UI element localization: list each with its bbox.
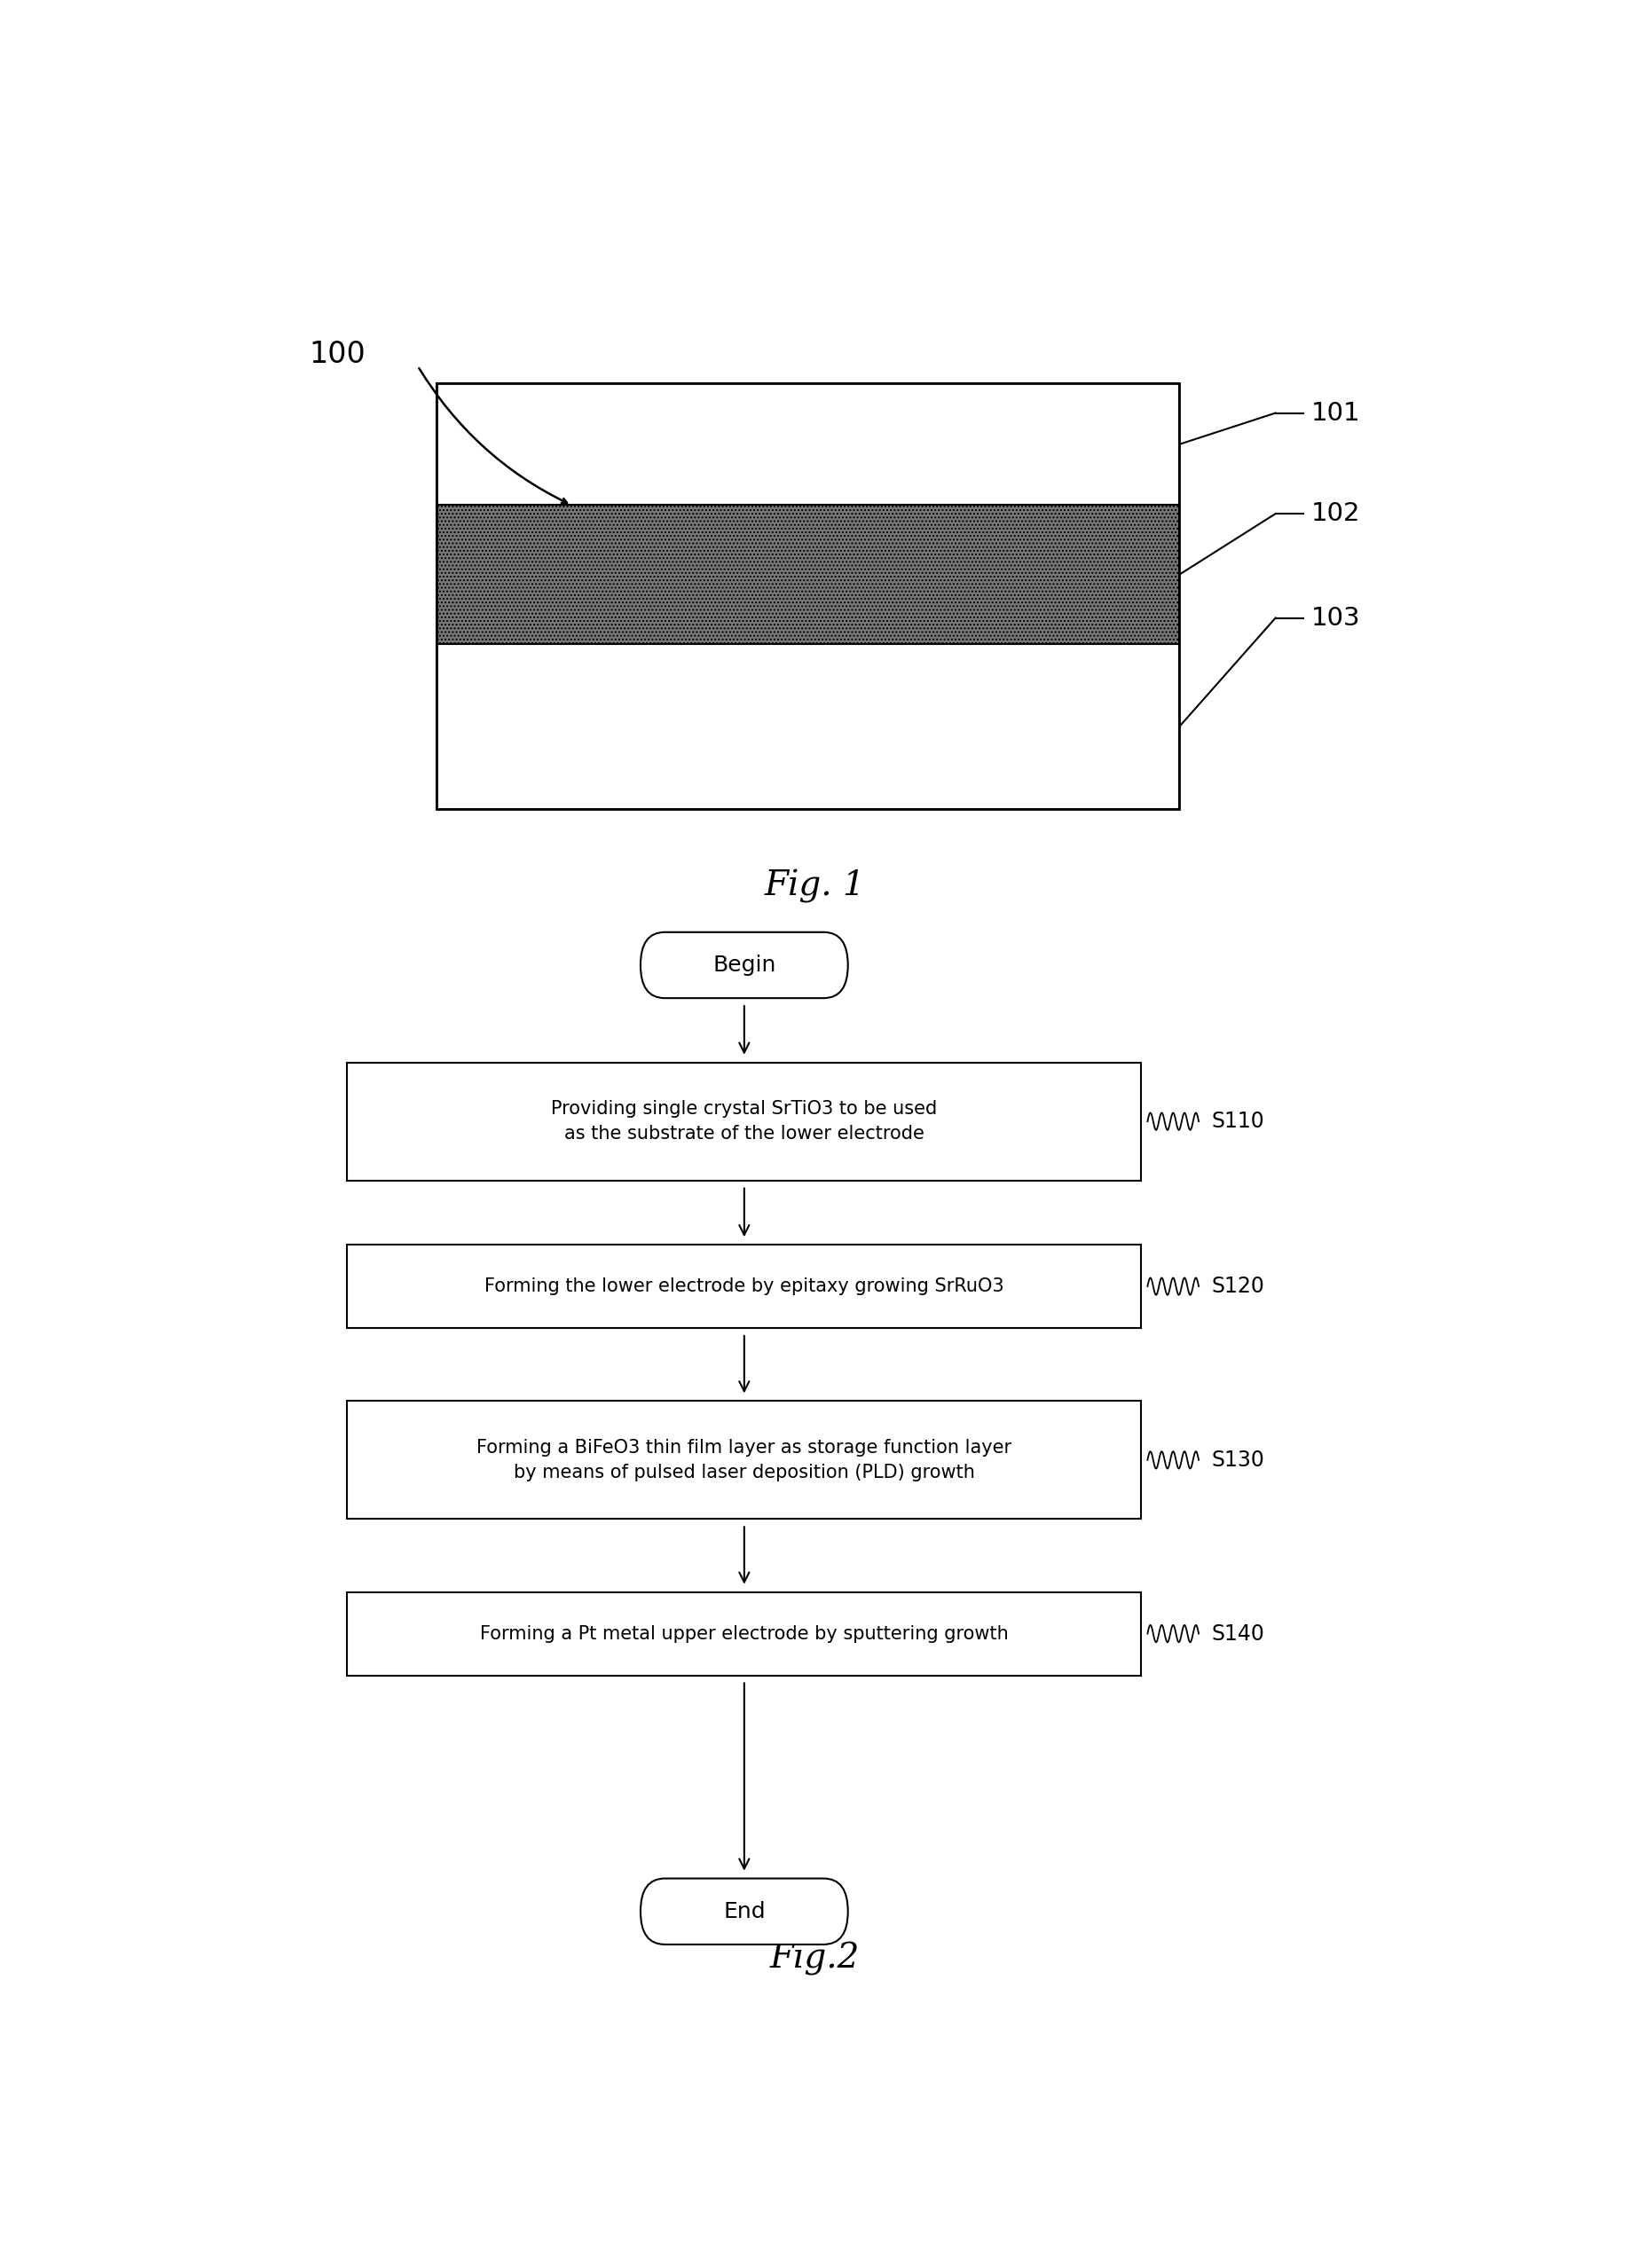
Text: Fig. 1: Fig. 1 — [765, 870, 866, 904]
Bar — [347, 1592, 1142, 1675]
Text: 101: 101 — [1312, 401, 1361, 426]
Text: S120: S120 — [1211, 1276, 1265, 1297]
Text: Forming the lower electrode by epitaxy growing SrRuO3: Forming the lower electrode by epitaxy g… — [484, 1279, 1004, 1294]
Text: Providing single crystal SrTiO3 to be used
as the substrate of the lower electro: Providing single crystal SrTiO3 to be us… — [552, 1100, 937, 1143]
FancyBboxPatch shape — [641, 1878, 847, 1944]
Bar — [436, 645, 1180, 810]
Text: 102: 102 — [1312, 501, 1361, 525]
Bar — [436, 383, 1180, 505]
Text: S140: S140 — [1211, 1624, 1265, 1644]
Text: S110: S110 — [1211, 1112, 1264, 1132]
Text: S130: S130 — [1211, 1450, 1265, 1470]
Bar — [347, 1245, 1142, 1328]
Text: Forming a Pt metal upper electrode by sputtering growth: Forming a Pt metal upper electrode by sp… — [481, 1626, 1008, 1642]
Text: 100: 100 — [309, 341, 365, 370]
Bar — [436, 383, 1180, 810]
Text: Forming a BiFeO3 thin film layer as storage function layer
by means of pulsed la: Forming a BiFeO3 thin film layer as stor… — [477, 1439, 1011, 1482]
FancyBboxPatch shape — [641, 931, 847, 999]
Text: 103: 103 — [1312, 604, 1361, 631]
Text: Fig.2: Fig.2 — [770, 1942, 859, 1975]
Bar — [347, 1400, 1142, 1520]
Text: End: End — [724, 1901, 765, 1921]
Text: Begin: Begin — [712, 954, 776, 976]
Bar — [347, 1062, 1142, 1179]
Bar — [436, 505, 1180, 645]
